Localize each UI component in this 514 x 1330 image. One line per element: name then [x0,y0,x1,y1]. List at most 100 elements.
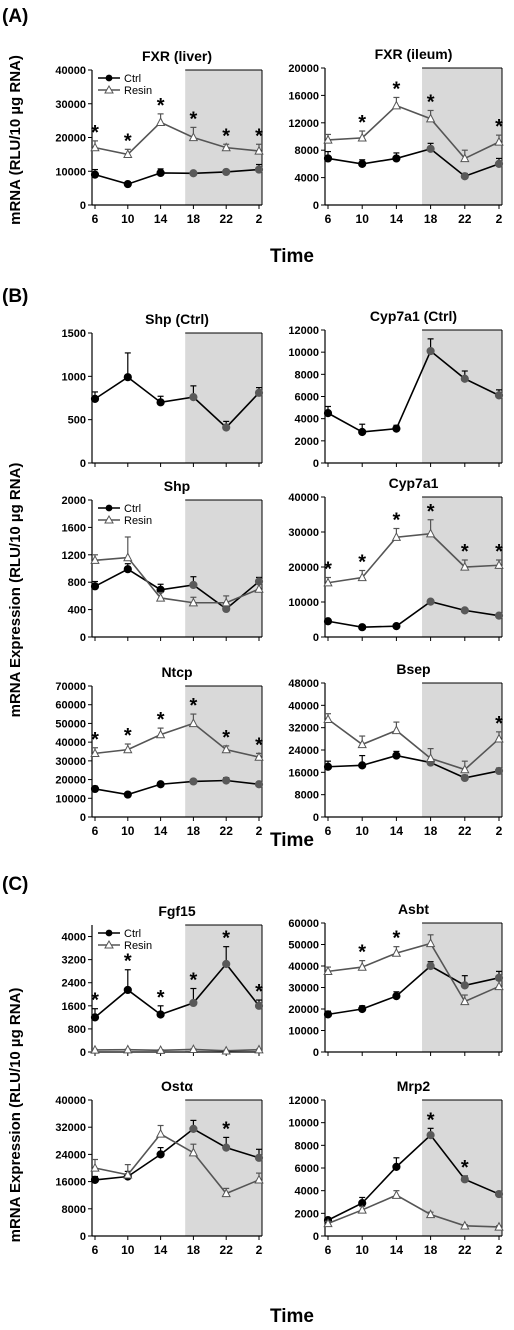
data-point-resin [254,583,264,593]
data-point-ctrl [323,1010,333,1019]
data-point-resin [155,729,166,739]
data-point-ctrl [189,1124,198,1134]
data-point-resin [425,938,436,948]
series-line-resin [94,121,260,156]
y-tick-label: 0 [80,632,86,644]
legend-label-ctrl: Ctrl [124,73,141,85]
data-point-resin [123,1044,133,1054]
significance-star: * [358,942,366,964]
y-tick-label: 2000 [62,495,86,507]
x-tick-label: 18 [187,1243,201,1257]
data-point-resin [494,1221,504,1231]
data-point-resin [494,733,504,743]
chart-cyp7a1_ctrl: 0 2000 4000 6000 8000 10000 12000 Cyp7a1 (Ctrl) [288,308,504,470]
data-point-ctrl [494,1189,504,1199]
data-point-resin [494,559,504,569]
shaded-region [185,500,262,637]
series-line-ctrl [327,965,500,1016]
series-line-resin [94,556,260,604]
data-point-ctrl [460,172,469,181]
data-point-resin [254,1044,264,1054]
x-tick-label: 10 [356,212,370,226]
data-point-resin [323,966,333,976]
legend-marker-resin [104,84,114,94]
data-point-resin [155,1044,166,1054]
significance-star: * [255,981,263,1003]
data-point-ctrl [392,1162,401,1171]
series-line-resin [94,1132,260,1195]
data-point-resin [391,947,402,957]
chart-shp_ctrl: 0 500 1000 1500 Shp (Ctrl) [62,311,264,470]
data-point-resin [425,1209,436,1219]
data-point-resin [357,572,367,582]
data-point-resin [460,764,470,774]
x-tick-label: 18 [187,212,201,226]
data-point-ctrl [90,1013,100,1022]
series-line-resin [327,718,500,771]
data-point-ctrl [189,580,198,590]
data-point-ctrl [254,1001,264,1010]
data-point-resin [254,145,264,155]
legend-marker-ctrl [105,504,113,512]
data-point-ctrl [90,170,100,179]
chart-title: Mrp2 [397,1078,431,1094]
data-point-ctrl [222,776,231,785]
data-point-ctrl [189,169,198,178]
y-tick-label: 16000 [288,90,319,102]
data-point-ctrl [254,780,264,789]
y-tick-label: 0 [80,812,86,824]
y-tick-label: 40000 [55,1095,86,1107]
data-point-ctrl [222,1143,231,1152]
significance-star: * [495,116,503,138]
x-tick-label: 2 [256,824,263,838]
x-tick-label: 22 [220,212,234,226]
y-tick-label: 0 [80,1231,86,1243]
legend-label-resin: Resin [124,940,152,952]
y-tick-label: 12000 [288,118,319,130]
x-tick-label: 6 [325,1243,332,1257]
data-point-resin [188,1147,199,1157]
series-line-resin [327,532,500,584]
y-tick-label: 8000 [295,790,319,802]
chart-title: Bsep [396,661,430,677]
y-tick-label: 800 [68,577,86,589]
data-point-ctrl [222,167,231,177]
data-point-resin [90,142,100,152]
significance-star: * [157,709,165,731]
y-tick-label: 6000 [295,392,319,404]
data-point-resin [391,725,402,735]
series-line-ctrl [94,168,260,185]
y-tick-label: 2000 [295,436,319,448]
data-point-resin [221,597,231,607]
data-point-resin [494,136,504,146]
chart-title: Cyp7a1 (Ctrl) [370,308,457,324]
y-tick-label: 30000 [288,983,319,995]
data-point-ctrl [392,622,401,631]
data-point-ctrl [156,1010,165,1019]
series-line-ctrl [327,754,500,779]
data-point-resin [90,748,100,758]
significance-star: * [427,1109,435,1131]
data-point-resin [254,1174,264,1184]
significance-star: * [495,541,503,563]
x-tick-label: 22 [458,824,472,838]
data-point-resin [188,132,199,142]
data-point-resin [221,744,231,754]
chart-title: FXR (ileum) [375,46,453,62]
data-point-resin [323,1218,333,1228]
series-line-resin [94,722,260,758]
data-point-resin [90,555,100,564]
y-axis-label-a: mRNA (RLU/10 µg RNA) [7,55,24,225]
data-point-ctrl [358,1004,367,1014]
x-tick-label: 6 [92,1243,99,1257]
y-axis-label-b: mRNA Expression (RLU/10 µg RNA) [7,463,24,718]
series-line-ctrl [94,376,260,429]
significance-star: * [91,122,99,144]
y-tick-label: 20000 [288,1004,319,1016]
y-tick-label: 4000 [295,414,319,426]
data-point-ctrl [323,617,333,626]
y-tick-label: 40000 [55,737,86,749]
